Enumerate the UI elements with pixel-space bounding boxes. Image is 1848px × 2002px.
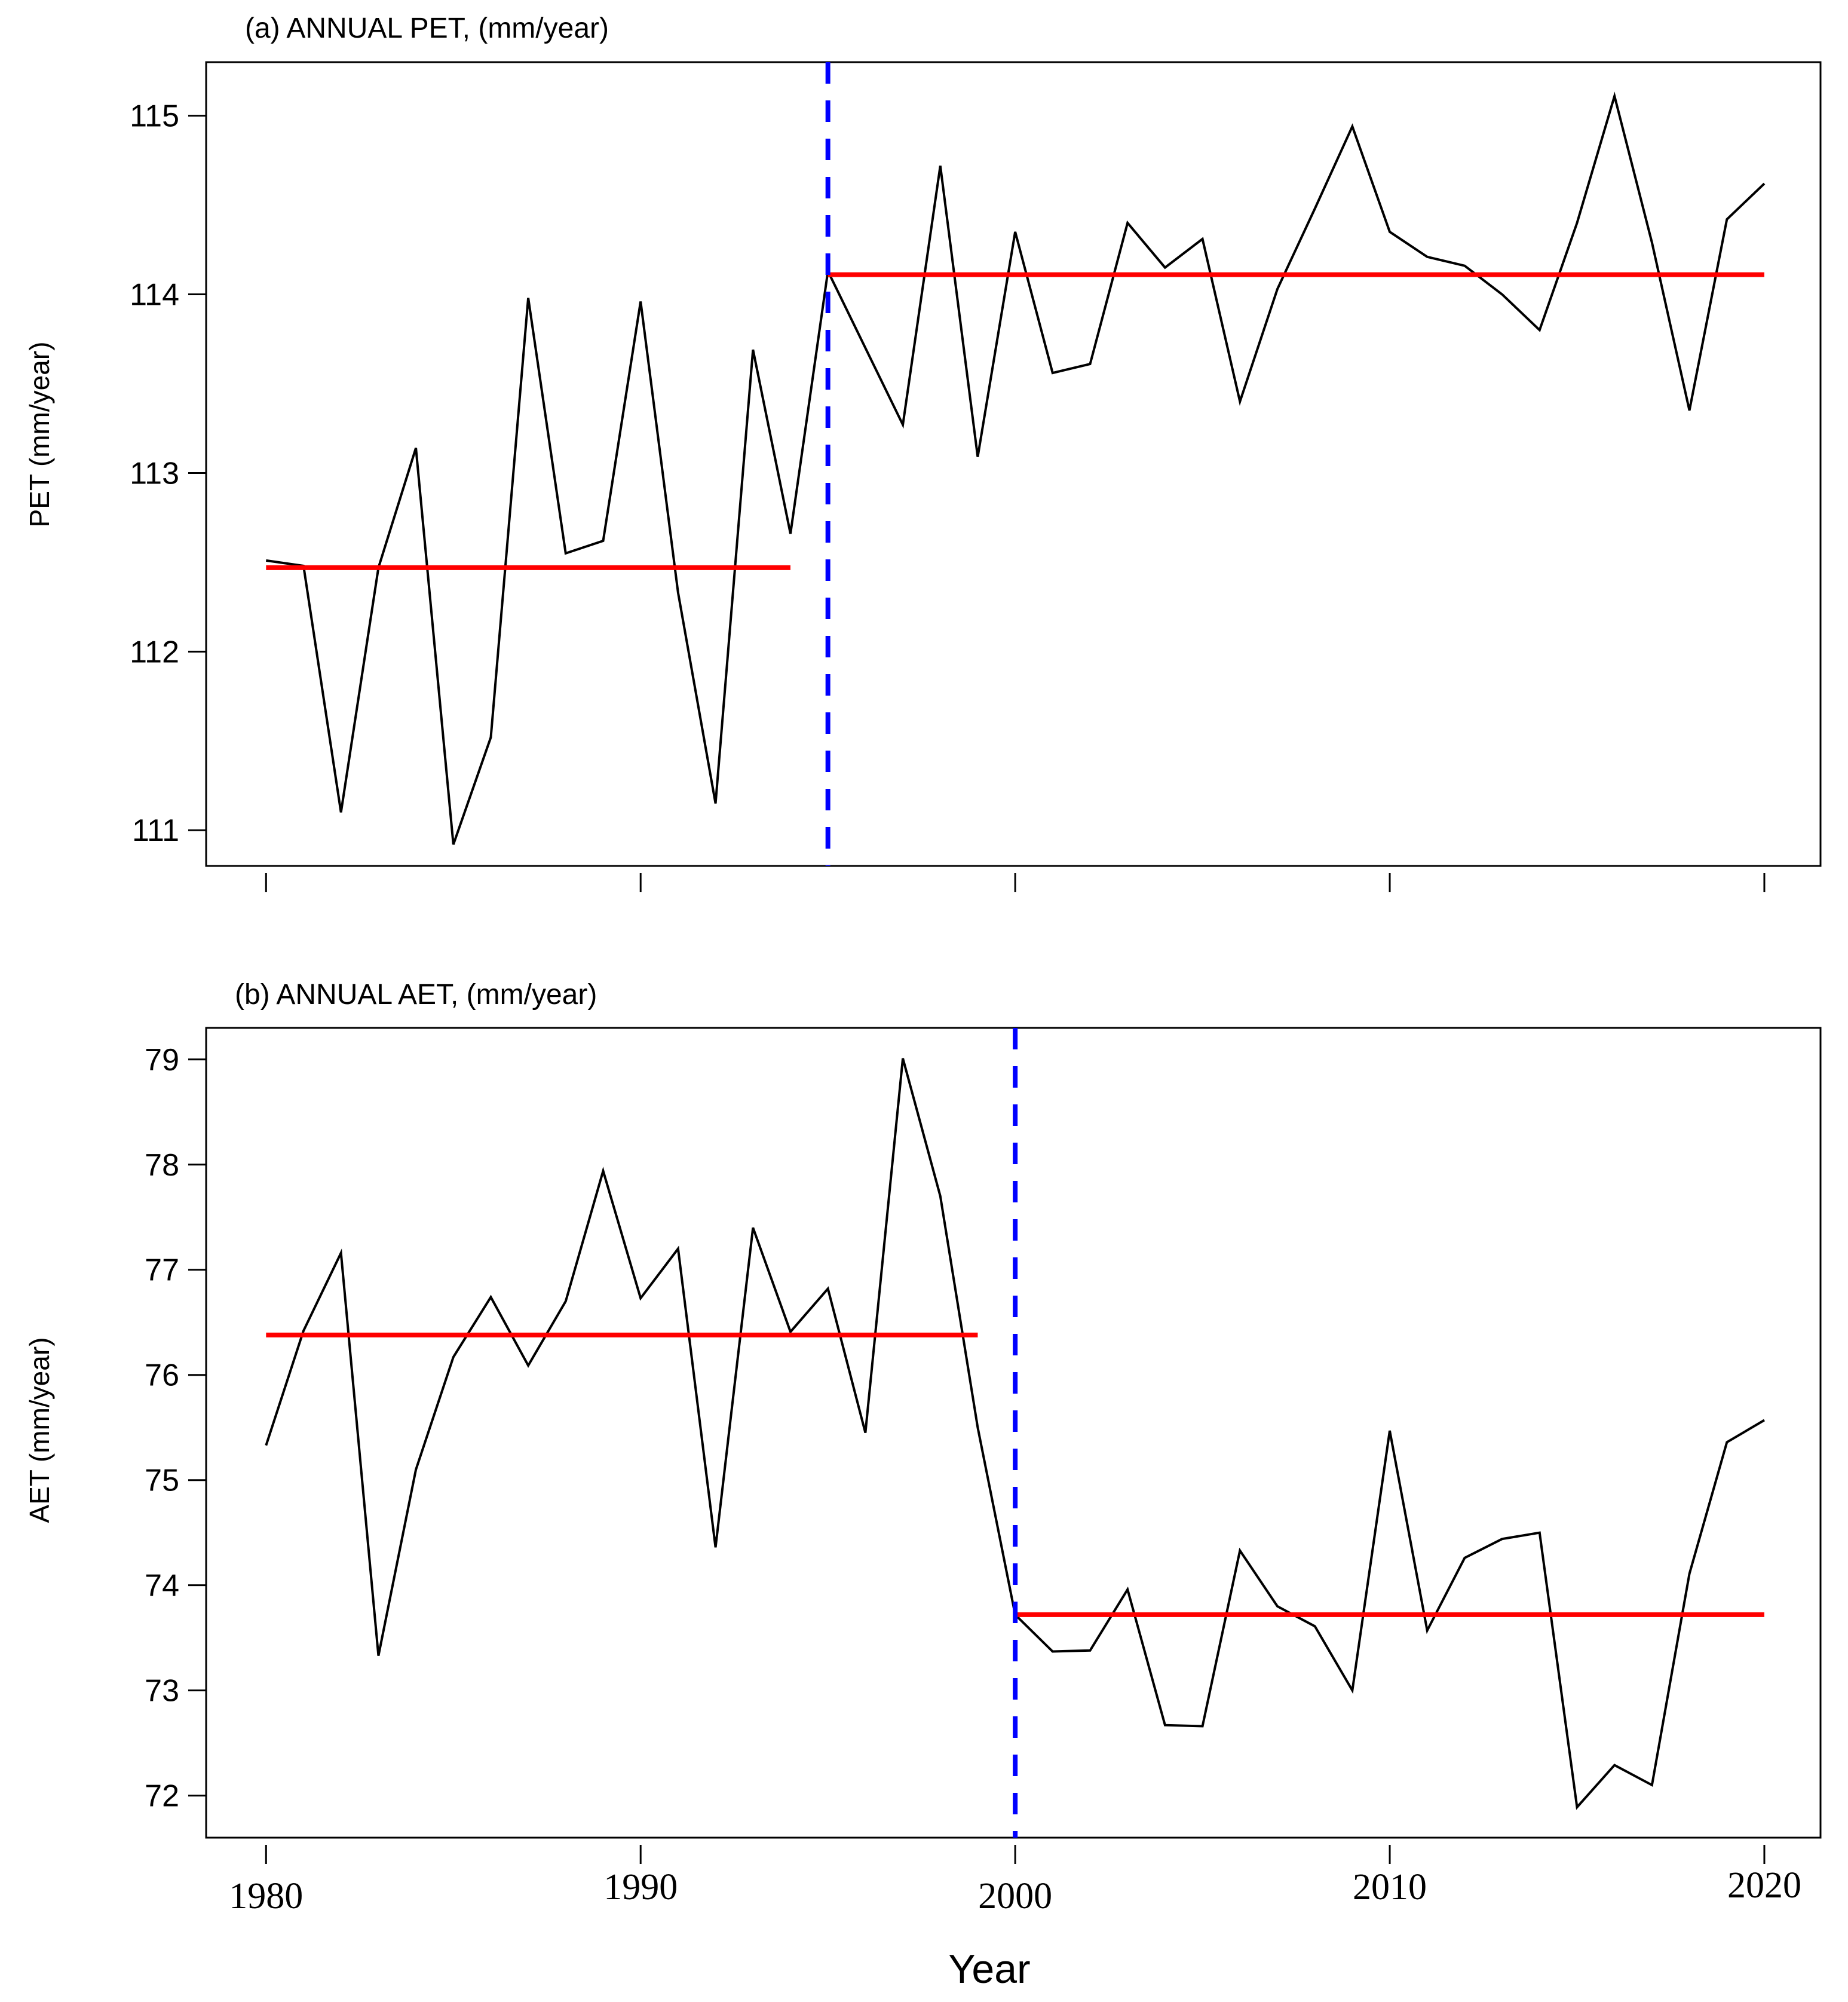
panel-a-ylabel: PET (mm/year) bbox=[24, 342, 55, 528]
panel-a-title: (a) ANNUAL PET, (mm/year) bbox=[245, 13, 609, 44]
y-tick-label: 73 bbox=[145, 1674, 179, 1709]
x-tick-label: 1980 bbox=[229, 1876, 303, 1917]
y-tick-label: 79 bbox=[145, 1043, 179, 1077]
y-tick-label: 111 bbox=[132, 813, 179, 848]
panel-pet: (a) ANNUAL PET, (mm/year) PET (mm/year) … bbox=[24, 13, 1822, 892]
panel-b-y-axis: 72 73 74 75 76 77 78 79 bbox=[145, 1043, 206, 1814]
y-tick-label: 113 bbox=[130, 456, 179, 491]
figure-xlabel: Year bbox=[948, 1946, 1030, 1992]
panel-b-x-axis: 1980 1990 2000 2010 2020 bbox=[229, 1845, 1801, 1917]
y-tick-label: 114 bbox=[130, 278, 179, 313]
x-tick-label: 2020 bbox=[1727, 1865, 1801, 1906]
x-tick-label: 2010 bbox=[1353, 1867, 1427, 1908]
x-tick-label: 2000 bbox=[978, 1876, 1052, 1917]
x-tick-label: 1990 bbox=[603, 1867, 678, 1908]
panel-a-x-axis bbox=[265, 873, 1766, 892]
panel-b-title: (b) ANNUAL AET, (mm/year) bbox=[235, 979, 597, 1011]
y-tick-label: 112 bbox=[130, 635, 179, 669]
y-tick-label: 74 bbox=[145, 1569, 179, 1603]
panel-b-marks bbox=[265, 1028, 1766, 1838]
y-tick-label: 75 bbox=[145, 1464, 179, 1498]
y-tick-label: 72 bbox=[145, 1779, 179, 1814]
panel-a-plot-frame bbox=[205, 61, 1822, 867]
panel-b-ylabel: AET (mm/year) bbox=[24, 1337, 55, 1523]
panel-aet: (b) ANNUAL AET, (mm/year) AET (mm/year) … bbox=[24, 979, 1822, 1917]
y-tick-label: 76 bbox=[145, 1358, 179, 1393]
y-tick-label: 115 bbox=[130, 99, 179, 134]
panel-a-marks bbox=[266, 62, 1766, 866]
annual-series-line bbox=[266, 91, 1766, 845]
y-tick-label: 78 bbox=[145, 1148, 179, 1183]
panel-a-y-axis: 111 112 113 114 115 bbox=[130, 99, 206, 848]
y-tick-label: 77 bbox=[145, 1253, 179, 1288]
